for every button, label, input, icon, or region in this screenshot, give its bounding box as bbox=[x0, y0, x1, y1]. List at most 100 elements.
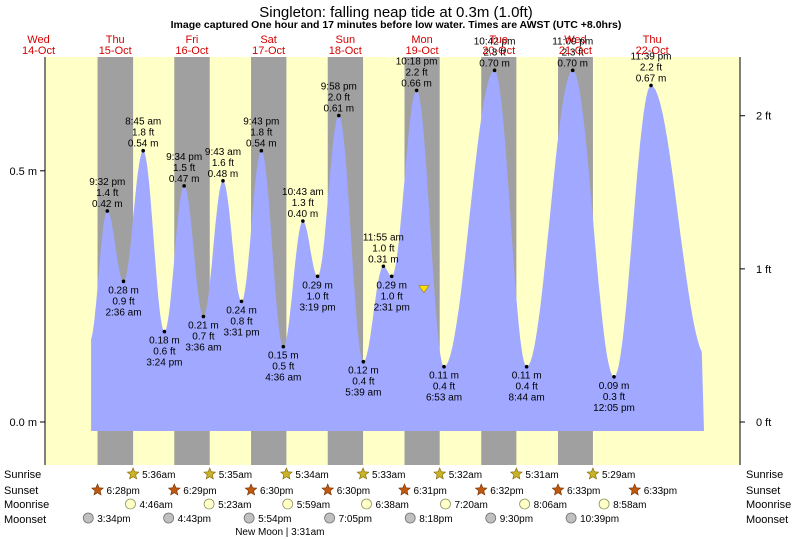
sunset-event-2: 6:30pm bbox=[244, 483, 293, 497]
sunrise-time: 5:34am bbox=[295, 470, 328, 481]
extreme-dot bbox=[414, 88, 419, 93]
extreme-dot bbox=[162, 329, 167, 334]
extreme-dot bbox=[239, 299, 244, 304]
sunrise-event-5: 5:31am bbox=[509, 467, 559, 481]
tide-extreme-20: 11:09 pm2.3 ft0.70 m bbox=[552, 36, 593, 73]
almanac-labels-left: Sunrise Sunset Moonrise Moonset bbox=[4, 469, 49, 526]
day-name-8: Thu bbox=[643, 34, 662, 46]
sunrise-icon bbox=[586, 467, 600, 480]
moonrise-event-0: 4:46am bbox=[125, 498, 173, 511]
tide-extreme-18: 10:42 pm2.3 ft0.70 m bbox=[474, 36, 516, 73]
day-name-4: Sun bbox=[336, 34, 356, 46]
sunset-label-right: Sunset bbox=[746, 485, 780, 497]
day-date-7: 21-Oct bbox=[559, 45, 592, 57]
day-date-6: 20-Oct bbox=[482, 45, 515, 57]
extreme-dot bbox=[182, 184, 186, 188]
sunrise-time: 5:35am bbox=[219, 470, 252, 481]
extreme-time: 3:24 pm bbox=[146, 358, 182, 369]
moonrise-icon bbox=[361, 498, 372, 510]
extreme-m: 0.61 m bbox=[324, 104, 355, 115]
sunrise-time: 5:32am bbox=[449, 470, 482, 481]
moonset-event-0: 3:34pm bbox=[82, 512, 131, 525]
tide-extreme-17: 0.11 m0.4 ft6:53 am bbox=[426, 364, 462, 404]
right-axis: 0 ft 1 ft 2 ft bbox=[740, 111, 771, 429]
moonrise-event-5: 8:06am bbox=[519, 498, 567, 511]
tide-extreme-9: 0.15 m0.5 ft4:36 am bbox=[265, 344, 301, 384]
chart-title: Singleton: falling neap tide at 0.3m (1.… bbox=[259, 4, 533, 21]
day-date-5: 19-Oct bbox=[406, 45, 439, 57]
new-moon-label: New Moon | 3:31am bbox=[235, 527, 324, 538]
sunrise-event-3: 5:33am bbox=[356, 467, 405, 481]
moonset-event-2: 5:54pm bbox=[243, 512, 291, 525]
sunrise-time: 5:36am bbox=[142, 470, 175, 481]
extreme-m: 0.54 m bbox=[128, 139, 159, 150]
extreme-dot bbox=[649, 83, 653, 88]
extreme-m: 0.12 m bbox=[348, 366, 379, 377]
moonrise-time: 8:58am bbox=[613, 500, 646, 511]
extreme-ft: 0.4 ft bbox=[352, 377, 374, 388]
tide-extreme-0: 9:32 pm1.4 ft0.42 m bbox=[89, 177, 125, 213]
left-axis: 0.0 m 0.5 m bbox=[9, 166, 45, 429]
sunrise-icon bbox=[126, 467, 140, 480]
moonset-time: 5:54pm bbox=[258, 514, 291, 525]
tide-extreme-6: 9:43 am1.6 ft0.48 m bbox=[205, 147, 241, 183]
sunrise-icon bbox=[356, 467, 370, 480]
extreme-m: 0.28 m bbox=[108, 285, 139, 296]
day-name-6: Tue bbox=[489, 34, 508, 46]
sunrise-icon bbox=[433, 467, 447, 480]
moonrise-event-6: 8:58am bbox=[598, 498, 646, 511]
moonrise-label-left: Moonrise bbox=[4, 499, 49, 511]
extreme-dot bbox=[281, 344, 286, 349]
extreme-time: 3:19 pm bbox=[300, 302, 336, 313]
day-date-2: 16-Oct bbox=[175, 45, 208, 57]
right-tick-label-2: 2 ft bbox=[756, 111, 771, 123]
left-tick-label-0: 0.0 m bbox=[9, 417, 37, 429]
day-date-1: 15-Oct bbox=[99, 45, 132, 57]
tide-extreme-13: 0.12 m0.4 ft5:39 am bbox=[345, 359, 381, 399]
moonset-time: 8:18pm bbox=[419, 514, 452, 525]
moonset-event-1: 4:43pm bbox=[163, 512, 211, 525]
moonrise-time: 7:20am bbox=[454, 500, 487, 511]
moonrise-icon bbox=[282, 498, 294, 510]
sunrise-event-4: 5:32am bbox=[433, 467, 482, 481]
extreme-ft: 0.8 ft bbox=[230, 316, 252, 327]
extreme-time: 10:42 pm bbox=[474, 36, 516, 47]
sunset-icon bbox=[551, 483, 565, 496]
extreme-ft: 1.4 ft bbox=[96, 188, 118, 199]
moonrise-icon bbox=[440, 498, 451, 510]
extreme-ft: 0.5 ft bbox=[272, 362, 294, 373]
sunrise-time: 5:29am bbox=[602, 470, 635, 481]
sunset-icon bbox=[398, 483, 411, 496]
moonset-time: 3:34pm bbox=[97, 514, 130, 525]
moonrise-time: 5:23am bbox=[218, 500, 251, 511]
tide-extreme-3: 0.18 m0.6 ft3:24 pm bbox=[146, 329, 182, 369]
extreme-dot bbox=[221, 179, 225, 183]
extreme-m: 0.24 m bbox=[226, 305, 257, 316]
extreme-time: 10:43 am bbox=[282, 187, 324, 198]
extreme-ft: 0.3 ft bbox=[603, 392, 625, 403]
sunset-icon bbox=[474, 483, 488, 496]
extreme-time: 9:32 pm bbox=[89, 177, 125, 188]
extreme-time: 11:09 pm bbox=[552, 36, 593, 47]
day-name-3: Sat bbox=[260, 34, 277, 46]
extreme-dot bbox=[315, 274, 320, 279]
extreme-dot bbox=[361, 359, 366, 364]
tide-extreme-22: 11:39 pm2.2 ft0.67 m bbox=[631, 51, 671, 88]
extreme-ft: 1.8 ft bbox=[132, 128, 154, 139]
sunrise-event-0: 5:36am bbox=[126, 467, 175, 481]
moonset-event-4: 8:18pm bbox=[404, 512, 453, 525]
sunset-label-left: Sunset bbox=[4, 485, 38, 497]
extreme-m: 0.40 m bbox=[288, 209, 319, 220]
extreme-m: 0.11 m bbox=[512, 371, 542, 382]
sunset-time: 6:33pm bbox=[567, 486, 600, 497]
extreme-dot bbox=[121, 279, 126, 284]
tide-extreme-19: 0.11 m0.4 ft8:44 am bbox=[509, 364, 545, 404]
sunset-icon bbox=[167, 483, 181, 496]
left-tick-label-1: 0.5 m bbox=[9, 166, 37, 178]
tide-extreme-12: 9:58 pm2.0 ft0.61 m bbox=[321, 82, 357, 118]
day-date-4: 18-Oct bbox=[329, 45, 362, 57]
day-name-7: Wed bbox=[564, 34, 586, 46]
extreme-time: 6:53 am bbox=[426, 393, 462, 404]
